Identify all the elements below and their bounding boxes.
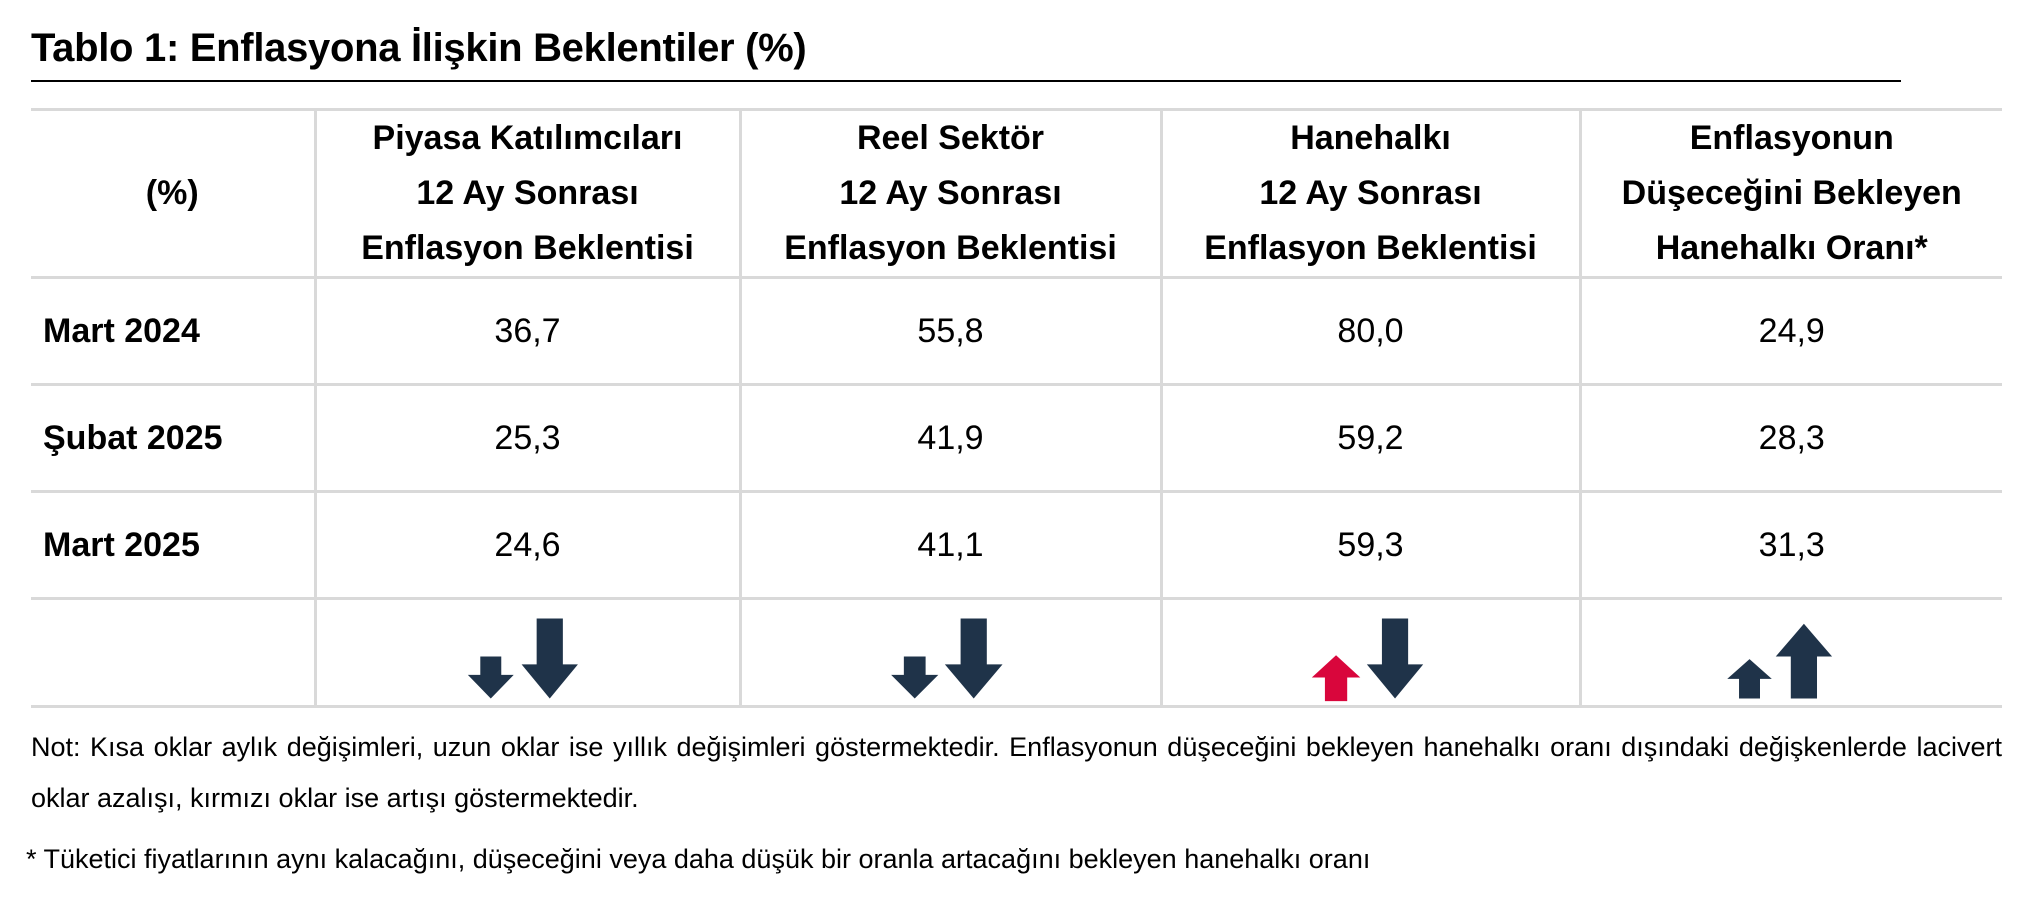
- header-cell: Reel Sektör 12 Ay Sonrası Enflasyon Beklen…: [738, 108, 1161, 279]
- long-down-arrow: [944, 618, 1003, 699]
- table-cell: 28,3: [1578, 383, 2002, 493]
- header-line: Enflasyon Beklentisi: [784, 229, 1117, 267]
- table-cell: 24,9: [1578, 276, 2002, 386]
- long-down-arrow: [1366, 618, 1424, 699]
- table-row: Mart 2024 36,7 55,8 80,0 24,9: [31, 276, 2002, 386]
- table-row: Mart 2025 24,6 41,1 59,3 31,3: [31, 490, 2002, 600]
- arrow-cell: [738, 597, 1161, 708]
- table-cell: 31,3: [1578, 490, 2002, 600]
- header-line: Enflasyon Beklentisi: [1204, 229, 1537, 267]
- header-line: 12 Ay Sonrası: [416, 174, 639, 212]
- note: Not: Kısa oklar aylık değişimleri, uzun …: [31, 732, 2002, 813]
- table-cell: 41,1: [738, 490, 1161, 600]
- table-cell: 80,0: [1159, 276, 1580, 386]
- arrows: [467, 618, 1833, 702]
- header-line: 12 Ay Sonrası: [1259, 174, 1482, 212]
- table-cell: 25,3: [313, 383, 740, 493]
- header-row: (%) Piyasa Katılımcıları 12 Ay Sonrası Enfl…: [31, 108, 2002, 279]
- table-cell: 41,9: [738, 383, 1161, 493]
- header-line: Düşeceğini Bekleyen: [1621, 174, 1962, 212]
- header-line: Enflasyonun: [1689, 119, 1894, 157]
- short-up-arrow: [1311, 655, 1361, 702]
- table-title: Tablo 1: Enflasyona İlişkin Beklentiler …: [31, 26, 807, 70]
- row-label: Mart 2024: [31, 276, 315, 386]
- header-line: Enflasyon Beklentisi: [361, 229, 694, 267]
- arrow-cell: [31, 597, 315, 708]
- table-cell: 59,2: [1159, 383, 1580, 493]
- table-row: Şubat 2025 25,3 41,9 59,2 28,3: [31, 383, 2002, 493]
- arrow-cell: [1159, 597, 1580, 708]
- short-down-arrow: [467, 656, 514, 699]
- table-cell: 59,3: [1159, 490, 1580, 600]
- long-down-arrow: [521, 618, 578, 699]
- header-line: Hanehalkı Oranı*: [1655, 229, 1928, 267]
- short-down-arrow: [891, 656, 939, 699]
- table-cell: 24,6: [313, 490, 740, 600]
- row-label: Mart 2025: [31, 490, 315, 600]
- header-line: Reel Sektör: [856, 119, 1045, 157]
- header-cell: Piyasa Katılımcıları 12 Ay Sonrası Enflasy…: [313, 108, 740, 279]
- long-up-arrow: [1775, 623, 1833, 699]
- arrow-cell: [313, 597, 740, 708]
- header-line: 12 Ay Sonrası: [839, 174, 1062, 212]
- header-cell: (%): [31, 108, 315, 279]
- header-line: Piyasa Katılımcıları: [372, 119, 683, 157]
- short-up-arrow: [1727, 659, 1772, 699]
- arrow-row: [31, 597, 2002, 708]
- table-body: Mart 2024 36,7 55,8 80,0 24,9 Şubat 2025 25,3 4…: [31, 276, 2002, 708]
- row-label: Şubat 2025: [31, 383, 315, 493]
- table-cell: 55,8: [738, 276, 1161, 386]
- header-line: Hanehalkı: [1290, 119, 1451, 157]
- header-cell: Enflasyonun Düşeceğini Bekleyen Hanehalkı …: [1578, 108, 2002, 279]
- title-rule: [31, 80, 1901, 82]
- expectations-table: (%) Piyasa Katılımcıları 12 Ay Sonrası Enfl…: [31, 108, 2002, 708]
- header-cell: Hanehalkı 12 Ay Sonrası Enflasyon Beklenti…: [1159, 108, 1580, 279]
- table-cell: 36,7: [313, 276, 740, 386]
- header-line: (%): [145, 174, 199, 212]
- footnote: * Tüketici fiyatlarının aynı kalacağını,…: [26, 844, 1371, 874]
